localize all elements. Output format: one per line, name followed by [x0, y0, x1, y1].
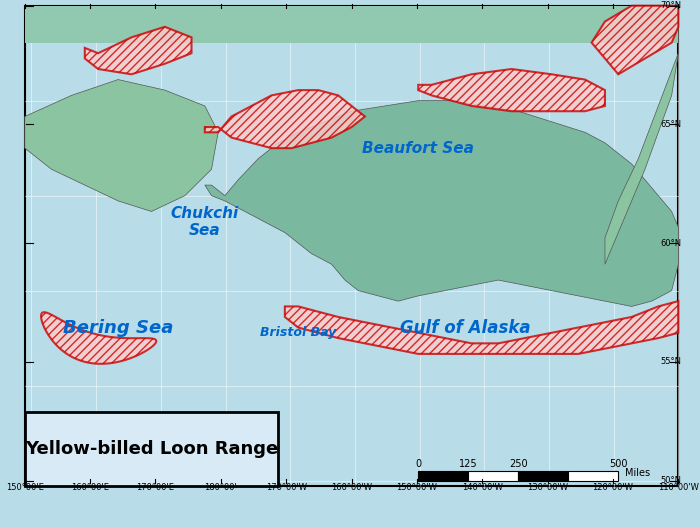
Text: 160°00'E: 160°00'E [71, 483, 109, 492]
FancyBboxPatch shape [25, 6, 678, 486]
Polygon shape [41, 312, 156, 364]
FancyBboxPatch shape [25, 412, 278, 486]
Text: 110°00'W: 110°00'W [658, 483, 699, 492]
Polygon shape [205, 101, 678, 306]
Polygon shape [592, 6, 678, 74]
Text: 250: 250 [509, 459, 528, 469]
Text: 150°00'W: 150°00'W [396, 483, 438, 492]
Text: 130°00'W: 130°00'W [527, 483, 568, 492]
Polygon shape [418, 69, 605, 111]
Text: 500: 500 [609, 459, 628, 469]
Bar [568, 471, 618, 480]
Text: 55°N: 55°N [661, 357, 682, 366]
Text: 160°00'W: 160°00'W [331, 483, 372, 492]
Polygon shape [25, 80, 218, 211]
Polygon shape [85, 27, 192, 74]
Polygon shape [18, 1, 685, 528]
Text: Chukchi
Sea: Chukchi Sea [171, 206, 239, 238]
Text: Yellow-billed Loon Range: Yellow-billed Loon Range [25, 440, 278, 458]
Text: 120°00'W: 120°00'W [592, 483, 634, 492]
Bar [468, 471, 518, 480]
Text: Bristol Bay: Bristol Bay [260, 326, 336, 340]
Text: Gulf of Alaska: Gulf of Alaska [400, 318, 530, 336]
Text: 170°00'E: 170°00'E [136, 483, 174, 492]
Bar [418, 471, 468, 480]
Polygon shape [605, 6, 678, 264]
Text: 60°N: 60°N [661, 239, 682, 248]
Bar [518, 471, 568, 480]
Text: 50°N: 50°N [661, 476, 682, 485]
Text: 170°00'W: 170°00'W [266, 483, 307, 492]
Polygon shape [205, 90, 365, 148]
Text: 140°00'W: 140°00'W [462, 483, 503, 492]
Text: 65°N: 65°N [661, 120, 682, 129]
Text: 125: 125 [459, 459, 477, 469]
Text: 70°N: 70°N [661, 1, 682, 10]
Polygon shape [25, 6, 678, 43]
Text: 150°00'E: 150°00'E [6, 483, 43, 492]
Text: 0: 0 [415, 459, 421, 469]
Polygon shape [285, 301, 678, 354]
Text: Beaufort Sea: Beaufort Sea [363, 140, 474, 156]
Text: Bering Sea: Bering Sea [63, 318, 174, 336]
Text: Miles: Miles [625, 468, 650, 478]
Text: 180°00': 180°00' [204, 483, 237, 492]
